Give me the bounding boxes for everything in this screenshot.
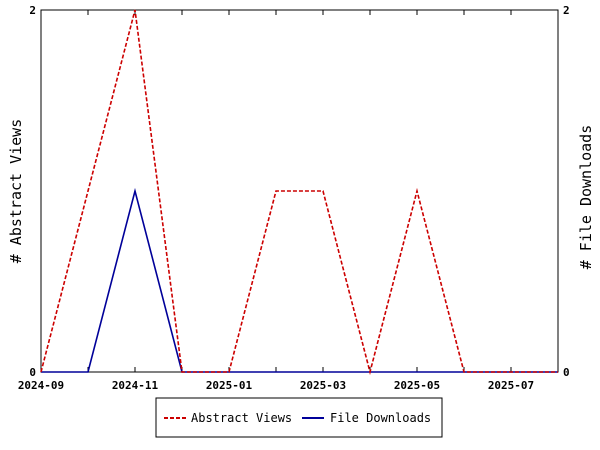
- y-left-tick-label-0: 0: [29, 366, 36, 379]
- x-tick-label-2025-03: 2025-03: [300, 379, 346, 392]
- legend-box: [155, 397, 443, 438]
- y-left-tick-label-2: 2: [29, 4, 36, 17]
- x-tick-label-2024-11: 2024-11: [112, 379, 159, 392]
- series-layer: [40, 9, 558, 376]
- x-tick-label-2025-07: 2025-07: [488, 379, 534, 392]
- legend-label-abstract-views: Abstract Views: [191, 411, 292, 425]
- x-tick-label-2025-01: 2025-01: [206, 379, 253, 392]
- x-tick-label-2025-05: 2025-05: [394, 379, 440, 392]
- series-line-file-downloads: [41, 187, 558, 373]
- y-axis-right-title: # File Downloads: [577, 125, 595, 270]
- x-tick-label-2024-09: 2024-09: [18, 379, 64, 392]
- series-line-abstract-views: [40, 9, 558, 376]
- legend: Abstract Views File Downloads: [155, 397, 443, 438]
- y-right-tick-label-2: 2: [563, 4, 570, 17]
- y-right-tick-label-0: 0: [563, 366, 570, 379]
- legend-label-file-downloads: File Downloads: [330, 411, 431, 425]
- y-axis-left-title: # Abstract Views: [7, 119, 25, 264]
